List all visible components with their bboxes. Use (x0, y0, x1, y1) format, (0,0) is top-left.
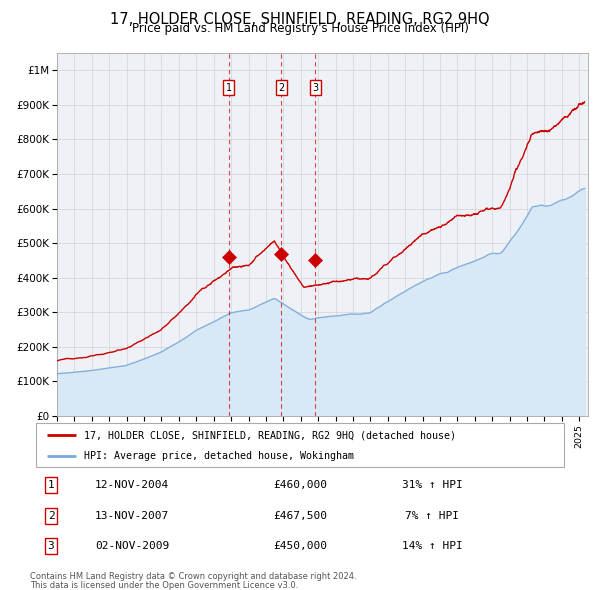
Text: 1: 1 (47, 480, 55, 490)
Text: 1: 1 (226, 83, 232, 93)
Text: HPI: Average price, detached house, Wokingham: HPI: Average price, detached house, Woki… (83, 451, 353, 461)
Text: This data is licensed under the Open Government Licence v3.0.: This data is licensed under the Open Gov… (30, 581, 298, 590)
Text: 17, HOLDER CLOSE, SHINFIELD, READING, RG2 9HQ (detached house): 17, HOLDER CLOSE, SHINFIELD, READING, RG… (83, 431, 455, 440)
Text: 14% ↑ HPI: 14% ↑ HPI (401, 542, 463, 551)
Text: £450,000: £450,000 (273, 542, 327, 551)
Text: 17, HOLDER CLOSE, SHINFIELD, READING, RG2 9HQ: 17, HOLDER CLOSE, SHINFIELD, READING, RG… (110, 12, 490, 27)
Text: Price paid vs. HM Land Registry's House Price Index (HPI): Price paid vs. HM Land Registry's House … (131, 22, 469, 35)
Text: 31% ↑ HPI: 31% ↑ HPI (401, 480, 463, 490)
Text: 3: 3 (312, 83, 319, 93)
Text: Contains HM Land Registry data © Crown copyright and database right 2024.: Contains HM Land Registry data © Crown c… (30, 572, 356, 581)
Text: 02-NOV-2009: 02-NOV-2009 (95, 542, 169, 551)
Text: 2: 2 (278, 83, 284, 93)
FancyBboxPatch shape (36, 423, 564, 467)
Text: 13-NOV-2007: 13-NOV-2007 (95, 511, 169, 520)
Text: 2: 2 (47, 511, 55, 520)
Text: 3: 3 (47, 542, 55, 551)
Text: £467,500: £467,500 (273, 511, 327, 520)
Text: £460,000: £460,000 (273, 480, 327, 490)
Text: 12-NOV-2004: 12-NOV-2004 (95, 480, 169, 490)
Text: 7% ↑ HPI: 7% ↑ HPI (405, 511, 459, 520)
